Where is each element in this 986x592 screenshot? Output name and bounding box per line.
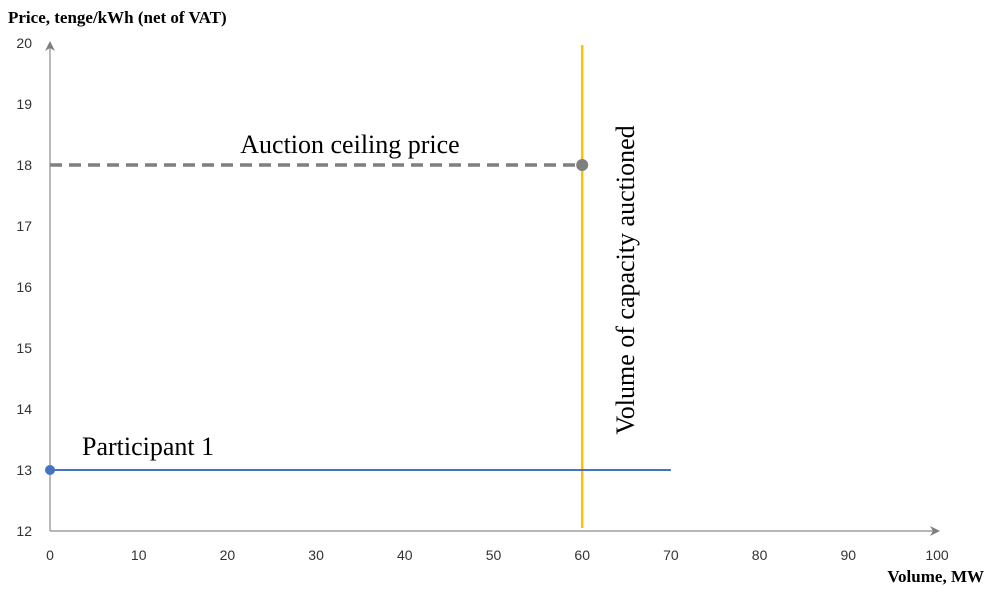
x-tick-label: 90	[841, 547, 857, 563]
capacity-auctioned-label: Volume of capacity auctioned	[611, 125, 640, 434]
y-axis-title: Price, tenge/kWh (net of VAT)	[8, 8, 227, 27]
y-tick-label: 15	[16, 340, 32, 356]
x-tick-label: 60	[574, 547, 590, 563]
x-tick-label: 0	[46, 547, 54, 563]
x-tick-label: 100	[925, 547, 949, 563]
x-axis-title: Volume, MW	[887, 567, 984, 586]
x-tick-label: 10	[131, 547, 147, 563]
y-tick-label: 13	[16, 462, 32, 478]
y-tick-label: 12	[16, 523, 32, 539]
participant-1-label: Participant 1	[82, 432, 214, 461]
x-tick-label: 50	[486, 547, 502, 563]
ceiling-price-marker	[576, 159, 589, 171]
x-tick-label: 40	[397, 547, 413, 563]
y-tick-label: 17	[16, 218, 32, 234]
plot-area: Volume of capacity auctioned Auction ceil…	[45, 45, 671, 528]
ceiling-price-label: Auction ceiling price	[240, 130, 459, 159]
x-tick-label: 80	[752, 547, 768, 563]
y-tick-label: 18	[16, 157, 32, 173]
x-tick-label: 20	[220, 547, 236, 563]
x-tick-label: 30	[308, 547, 324, 563]
y-axis-ticks: 12 13 14 15 16 17 18 19 20	[16, 35, 32, 539]
y-tick-label: 14	[16, 401, 32, 417]
y-tick-label: 16	[16, 279, 32, 295]
participant-1-marker	[45, 465, 55, 475]
y-tick-label: 20	[16, 35, 32, 51]
x-tick-label: 70	[663, 547, 679, 563]
x-axis-ticks: 0 10 20 30 40 50 60 70 80 90 100	[46, 547, 949, 563]
y-tick-label: 19	[16, 96, 32, 112]
